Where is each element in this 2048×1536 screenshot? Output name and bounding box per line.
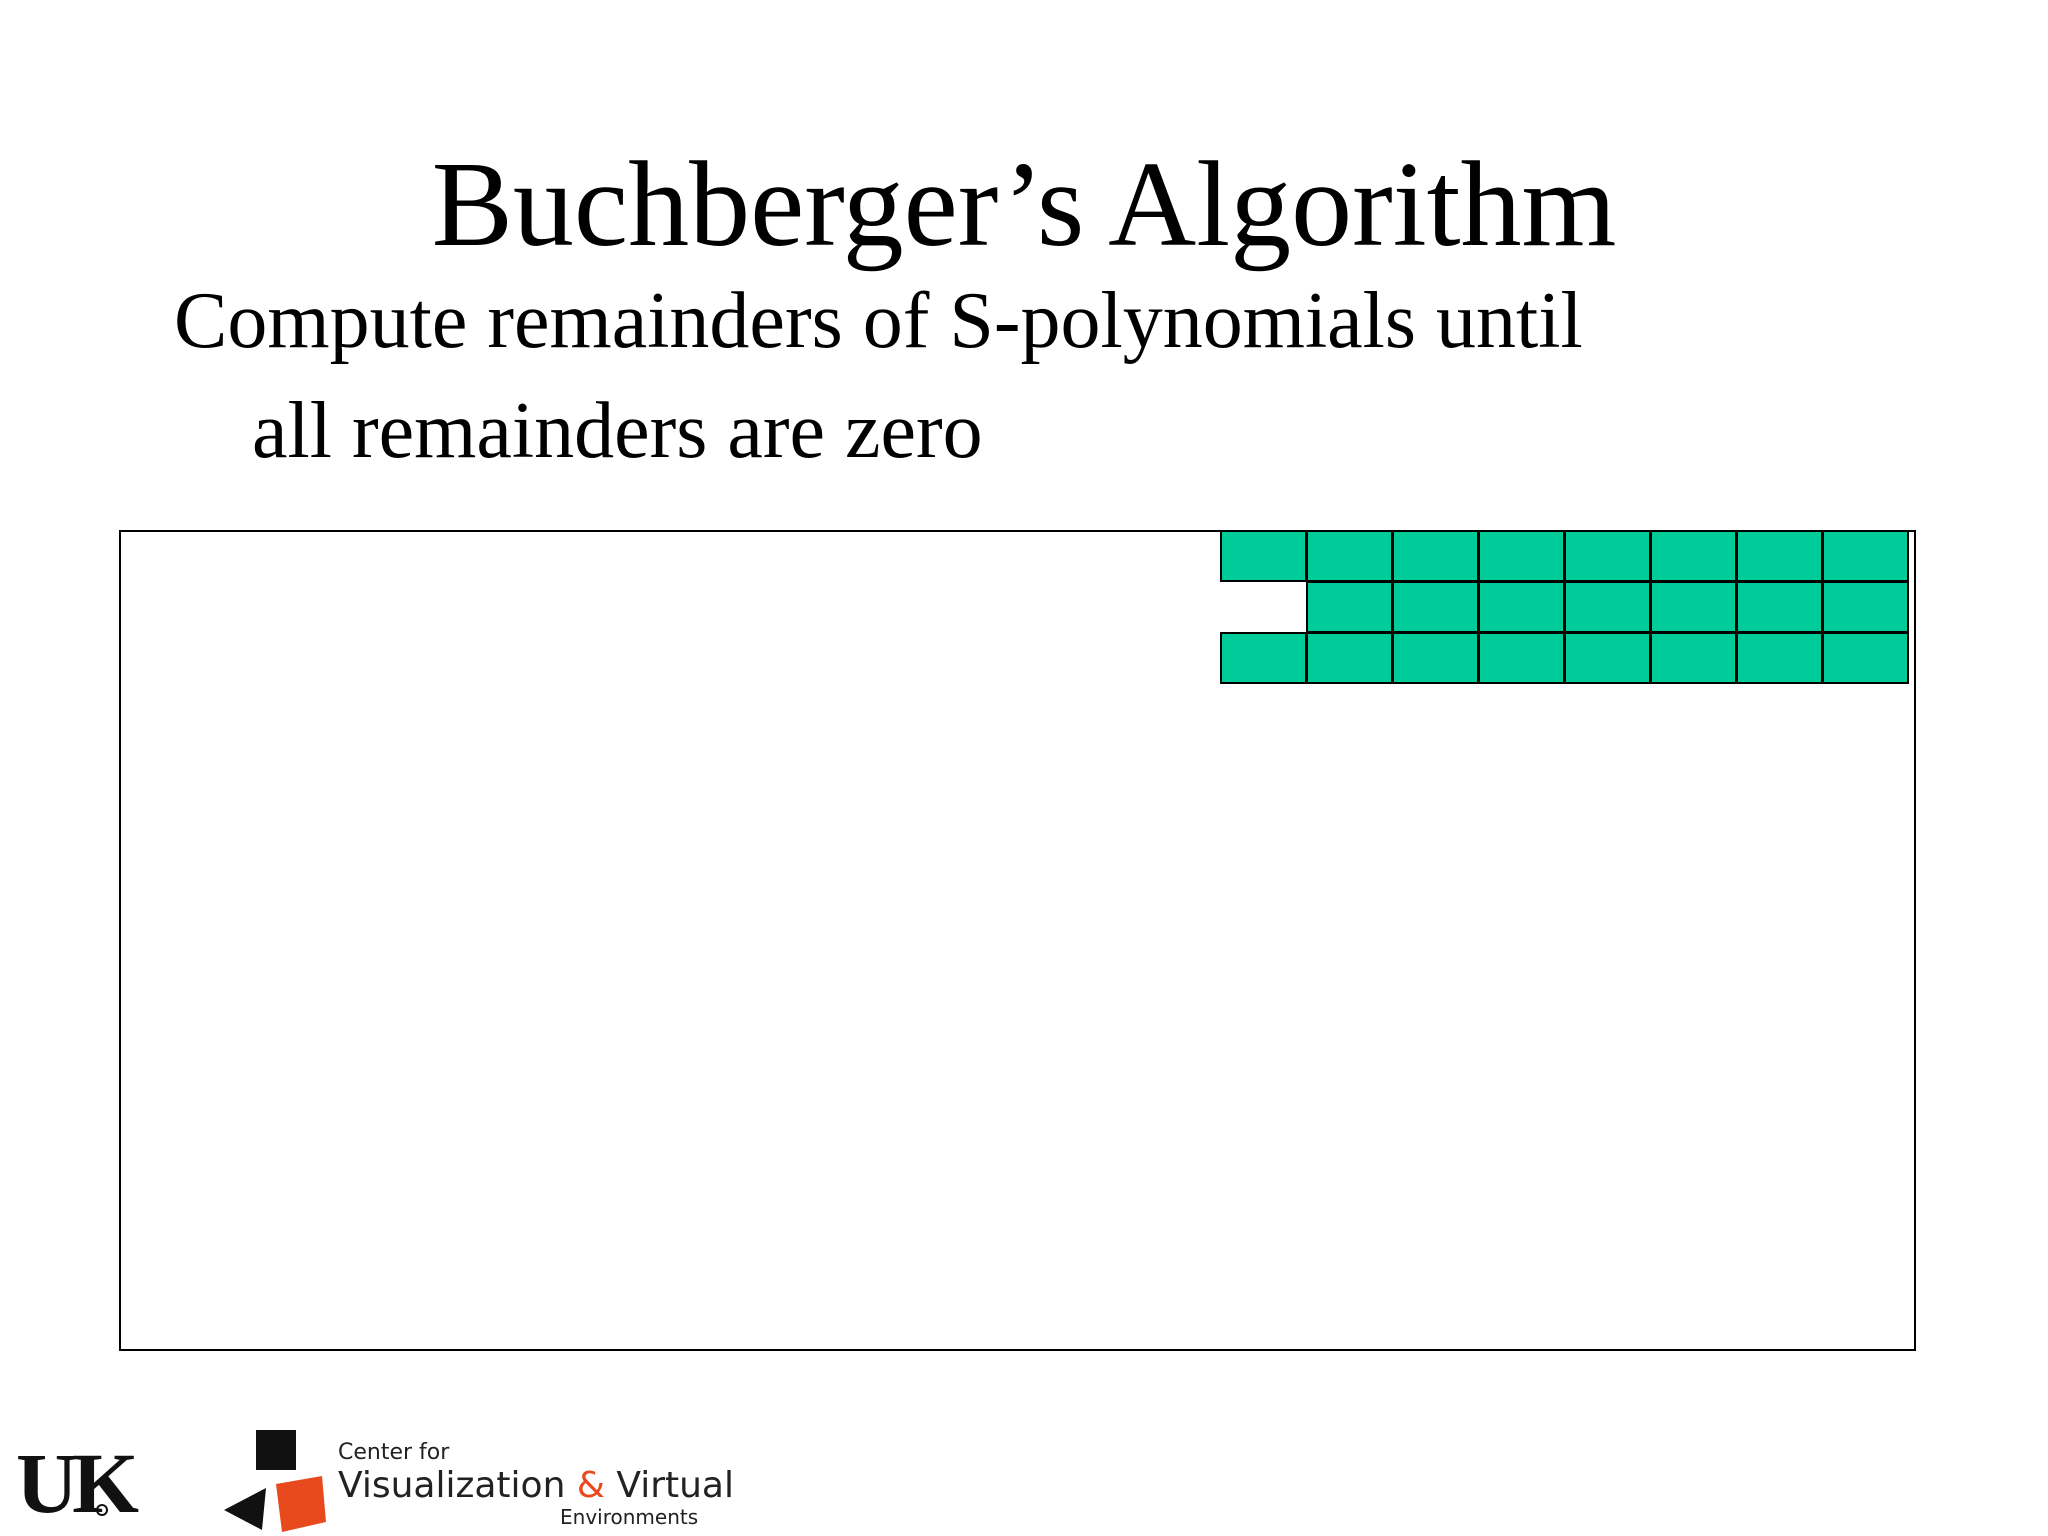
- grid-cell-r2-c0: [1220, 632, 1307, 684]
- cvve-black-square: [256, 1430, 296, 1470]
- grid-cell-r2-c3: [1478, 632, 1565, 684]
- slide-title: Buchberger’s Algorithm: [431, 137, 1617, 272]
- cvve-environments: Environments: [560, 1505, 699, 1529]
- grid-cell-r1-c2: [1392, 581, 1479, 633]
- grid-cell-r2-c1: [1306, 632, 1393, 684]
- cvve-logo-text: Center for Visualization & Virtual Envir…: [338, 1440, 734, 1528]
- grid-cell-r1-c6: [1736, 581, 1823, 633]
- grid-cell-r2-c4: [1564, 632, 1651, 684]
- grid-cell-r0-c5: [1650, 530, 1737, 582]
- grid-cell-r0-c4: [1564, 530, 1651, 582]
- cvve-black-triangle: [224, 1488, 266, 1530]
- grid-cell-r0-c0: [1220, 530, 1307, 582]
- grid-cell-r1-c1: [1306, 581, 1393, 633]
- grid-cell-r1-c4: [1564, 581, 1651, 633]
- grid-cell-r0-c1: [1306, 530, 1393, 582]
- cvve-name: Visualization & Virtual: [338, 1466, 734, 1506]
- grid-cell-r2-c6: [1736, 632, 1823, 684]
- cvve-orange-square: [276, 1476, 326, 1532]
- uk-logo-text: UK: [16, 1435, 139, 1531]
- grid-cell-r0-c6: [1736, 530, 1823, 582]
- uk-logo: UK: [16, 1440, 139, 1526]
- grid-cell-r1-c3: [1478, 581, 1565, 633]
- cvve-logo-mark-icon: [224, 1430, 326, 1532]
- footer-logos: UK Center for Visualization & Virtual En…: [0, 1410, 760, 1536]
- cvve-name-part2: Virtual: [604, 1465, 734, 1506]
- grid-cell-r2-c2: [1392, 632, 1479, 684]
- cvve-name-part1: Visualization: [338, 1465, 577, 1506]
- grid-cell-r1-c5: [1650, 581, 1737, 633]
- cvve-ampersand: &: [576, 1465, 605, 1506]
- bullet-text: Compute remainders of S-polynomials unti…: [174, 266, 1583, 486]
- monomial-grid-cells: [121, 530, 1914, 1349]
- grid-cell-r2-c7: [1822, 632, 1909, 684]
- grid-cell-r2-c5: [1650, 632, 1737, 684]
- bullet-line-1: Compute remainders of S-polynomials unti…: [174, 277, 1583, 365]
- grid-cell-r0-c3: [1478, 530, 1565, 582]
- grid-cell-r1-c7: [1822, 581, 1909, 633]
- uk-logo-circle: [96, 1504, 108, 1516]
- cvve-center-for: Center for: [338, 1440, 450, 1465]
- grid-cell-r0-c2: [1392, 530, 1479, 582]
- monomial-grid-frame: [119, 530, 1916, 1351]
- bullet-line-2: all remainders are zero: [252, 387, 983, 475]
- grid-cell-r0-c7: [1822, 530, 1909, 582]
